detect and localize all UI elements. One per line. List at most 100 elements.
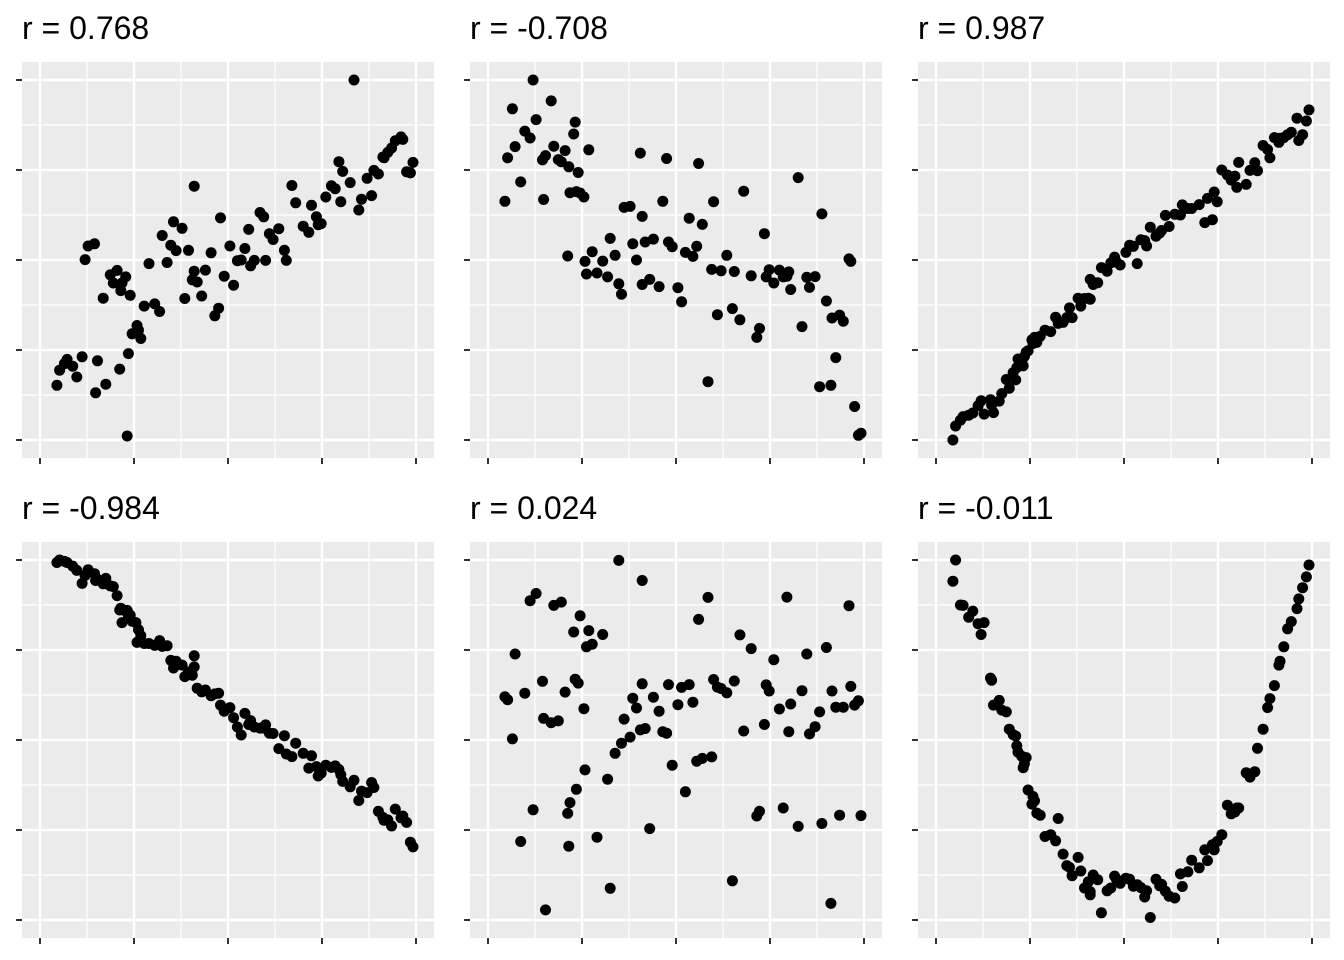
data-point <box>515 176 527 188</box>
data-point <box>1010 730 1022 742</box>
data-point <box>801 648 813 660</box>
data-point <box>579 764 591 776</box>
data-point <box>280 254 292 266</box>
data-point <box>368 782 380 793</box>
data-point <box>696 752 708 764</box>
data-point <box>734 629 746 641</box>
data-point <box>728 266 740 277</box>
data-point <box>993 694 1005 706</box>
data-point <box>1303 559 1315 571</box>
data-point <box>509 648 521 660</box>
data-point <box>228 279 240 291</box>
data-point <box>978 408 990 420</box>
data-point <box>639 723 651 734</box>
data-point <box>404 167 416 179</box>
data-point <box>820 295 832 307</box>
data-point <box>975 395 987 407</box>
data-point <box>1297 129 1309 141</box>
data-point <box>636 210 648 222</box>
data-point <box>1010 374 1022 386</box>
data-point <box>763 264 775 276</box>
data-point <box>1233 802 1245 814</box>
data-point <box>1057 848 1069 860</box>
data-point <box>792 172 804 184</box>
data-point <box>845 255 857 267</box>
data-point <box>333 156 345 168</box>
data-point <box>1084 886 1096 898</box>
data-point <box>647 233 659 245</box>
data-point <box>564 797 576 809</box>
data-point <box>1262 702 1274 714</box>
data-point <box>502 152 514 164</box>
data-point <box>372 168 384 180</box>
data-point <box>71 371 83 383</box>
data-point <box>702 376 714 388</box>
data-point <box>97 292 109 304</box>
panel-title: r = -0.011 <box>918 490 1053 526</box>
data-point <box>568 626 580 638</box>
data-point <box>267 234 279 245</box>
data-point <box>356 193 367 205</box>
data-point <box>721 687 733 699</box>
data-point <box>967 605 979 617</box>
data-point <box>849 401 861 412</box>
data-point <box>1208 844 1220 856</box>
data-point <box>657 195 669 207</box>
data-point <box>837 701 849 713</box>
data-point <box>777 802 789 814</box>
data-point <box>1084 293 1096 305</box>
data-point <box>562 250 574 262</box>
data-point <box>661 153 673 164</box>
data-point <box>781 591 793 603</box>
data-point <box>591 831 603 843</box>
data-point <box>683 679 695 691</box>
data-point <box>1034 809 1046 821</box>
data-point <box>563 161 575 173</box>
data-point <box>286 180 298 191</box>
data-point <box>235 729 247 741</box>
data-point <box>830 352 842 364</box>
data-point <box>1075 865 1087 877</box>
data-point <box>604 232 616 244</box>
data-point <box>653 281 665 293</box>
data-point <box>609 249 621 261</box>
data-point <box>570 783 582 795</box>
data-point <box>186 669 198 681</box>
data-point <box>1066 312 1078 324</box>
data-point <box>687 696 699 708</box>
data-point <box>143 258 155 270</box>
data-point <box>1249 766 1261 778</box>
data-point <box>563 840 575 852</box>
data-point <box>306 750 317 762</box>
data-point <box>199 264 211 276</box>
data-point <box>572 677 584 689</box>
data-point <box>562 807 574 819</box>
data-point <box>1285 126 1297 138</box>
data-point <box>758 228 770 240</box>
data-point <box>768 654 780 666</box>
data-point <box>816 818 828 829</box>
panel-title: r = 0.024 <box>470 490 597 526</box>
data-point <box>114 363 126 375</box>
data-point <box>1169 892 1181 904</box>
panel-title: r = -0.984 <box>22 490 160 526</box>
data-point <box>825 897 837 909</box>
data-point <box>950 554 962 566</box>
data-point <box>583 625 595 637</box>
data-point <box>804 281 815 293</box>
data-point <box>1293 593 1305 605</box>
data-point <box>1264 693 1276 705</box>
data-point <box>609 747 621 759</box>
data-point <box>616 288 627 300</box>
data-point <box>361 172 373 184</box>
panel-title: r = -0.708 <box>470 10 608 46</box>
scatter-panel-4: r = -0.984 <box>16 490 434 944</box>
data-point <box>337 165 349 177</box>
data-point <box>1066 870 1078 882</box>
data-point <box>1072 851 1084 863</box>
data-point <box>978 617 990 629</box>
scatter-panel-1: r = 0.768 <box>16 10 434 464</box>
data-point <box>616 737 627 749</box>
data-point <box>783 266 795 278</box>
data-point <box>1291 112 1303 124</box>
